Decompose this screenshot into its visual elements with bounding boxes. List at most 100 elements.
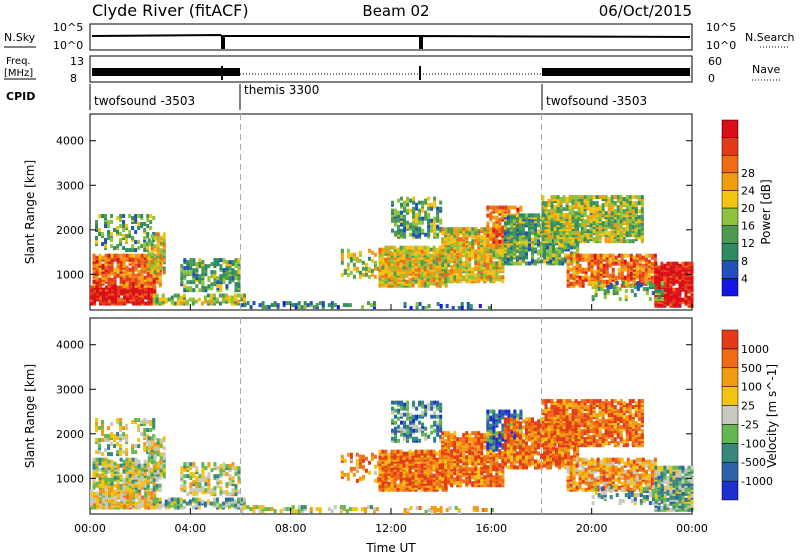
data-cell	[560, 197, 563, 201]
data-cell	[234, 262, 237, 266]
data-cell	[353, 473, 356, 477]
data-cell	[216, 280, 219, 284]
data-cell	[635, 195, 638, 199]
data-cell	[350, 257, 353, 261]
data-cell	[486, 247, 489, 251]
data-cell	[174, 498, 177, 502]
data-cell	[204, 466, 207, 470]
data-cell	[590, 195, 593, 199]
data-cell	[400, 284, 403, 288]
data-cell	[578, 231, 581, 235]
data-cell	[384, 284, 387, 288]
data-cell	[605, 221, 608, 225]
data-cell	[347, 477, 350, 481]
data-cell	[126, 254, 129, 258]
data-cell	[135, 274, 138, 278]
data-cell	[439, 219, 442, 223]
data-cell	[658, 295, 661, 299]
data-cell	[222, 294, 225, 298]
data-cell	[419, 302, 422, 306]
data-cell	[436, 215, 439, 219]
data-cell	[143, 432, 146, 436]
data-cell	[95, 236, 98, 240]
data-cell	[626, 231, 629, 235]
data-cell	[125, 448, 128, 452]
data-cell	[268, 507, 271, 511]
data-cell	[107, 426, 110, 430]
data-cell	[128, 230, 131, 234]
data-cell	[587, 233, 590, 237]
data-cell	[633, 256, 636, 260]
data-cell	[601, 287, 604, 291]
data-cell	[198, 498, 201, 502]
power-colorbar-label: Power [dB]	[759, 179, 773, 244]
data-cell	[421, 250, 424, 254]
data-cell	[623, 239, 626, 243]
data-cell	[519, 253, 522, 257]
data-cell	[471, 267, 474, 271]
data-cell	[566, 221, 569, 225]
data-cell	[225, 272, 228, 276]
data-cell	[620, 195, 623, 199]
data-cell	[368, 257, 371, 261]
data-cell	[397, 215, 400, 219]
data-cell	[131, 226, 134, 230]
data-cell	[427, 213, 430, 217]
data-cell	[341, 455, 344, 459]
data-cell	[111, 474, 114, 478]
data-cell	[436, 211, 439, 215]
data-cell	[616, 291, 619, 295]
data-cell	[201, 260, 204, 264]
data-cell	[341, 257, 344, 261]
data-cell	[543, 259, 546, 263]
data-cell	[516, 219, 519, 223]
data-cell	[412, 246, 415, 250]
data-cell	[119, 418, 122, 422]
data-cell	[424, 199, 427, 203]
data-cell	[216, 478, 219, 482]
data-cell	[125, 224, 128, 228]
data-cell	[641, 227, 644, 231]
data-cell	[102, 288, 105, 292]
data-cell	[114, 284, 117, 288]
data-cell	[132, 480, 135, 484]
data-cell	[596, 201, 599, 205]
data-cell	[608, 197, 611, 201]
data-cell	[626, 239, 629, 243]
data-cell	[625, 281, 628, 285]
data-cell	[415, 235, 418, 239]
data-cell	[627, 274, 630, 278]
data-cell	[421, 280, 424, 284]
data-cell	[349, 507, 352, 511]
data-cell	[629, 205, 632, 209]
data-cell	[141, 476, 144, 480]
data-cell	[148, 446, 151, 450]
data-cell	[477, 279, 480, 283]
data-cell	[119, 238, 122, 242]
data-cell	[98, 450, 101, 454]
data-cell	[105, 470, 108, 474]
nsky-top-tick: 10^5	[53, 21, 83, 34]
data-cell	[148, 436, 151, 440]
data-cell	[341, 471, 344, 475]
data-cell	[400, 223, 403, 227]
data-cell	[406, 209, 409, 213]
data-cell	[157, 462, 160, 466]
data-cell	[189, 472, 192, 476]
data-cell	[672, 300, 675, 304]
data-cell	[687, 266, 690, 270]
data-cell	[123, 254, 126, 258]
data-cell	[262, 305, 265, 309]
data-cell	[192, 258, 195, 262]
data-cell	[681, 280, 684, 284]
data-cell	[590, 223, 593, 227]
data-cell	[471, 231, 474, 235]
data-cell	[140, 420, 143, 424]
data-cell	[198, 274, 201, 278]
data-cell	[651, 270, 654, 274]
data-cell	[140, 214, 143, 218]
data-cell	[427, 207, 430, 211]
data-cell	[672, 270, 675, 274]
data-cell	[213, 474, 216, 478]
data-cell	[328, 303, 331, 307]
